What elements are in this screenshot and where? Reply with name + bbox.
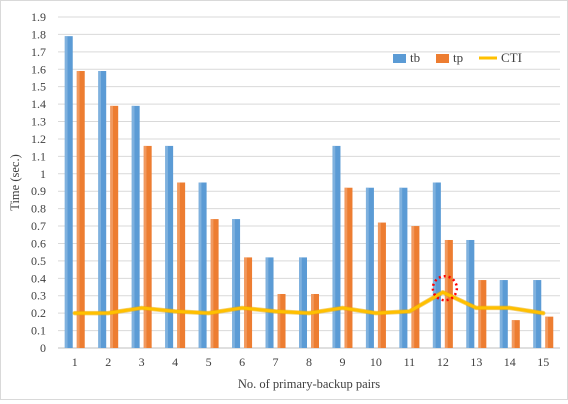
bar-tp xyxy=(478,280,487,348)
y-axis-label: Time (sec.) xyxy=(8,154,22,210)
y-tick-label: 1.2 xyxy=(31,132,46,146)
bar-tp xyxy=(110,105,119,348)
x-tick-label: 7 xyxy=(273,355,279,369)
legend-item-CTI: CTI xyxy=(479,50,522,65)
x-tick-label: 11 xyxy=(404,355,416,369)
bar-tb xyxy=(198,182,207,348)
y-tick-label: 0.4 xyxy=(31,271,46,285)
x-tick-label: 15 xyxy=(537,355,549,369)
x-tick-label: 13 xyxy=(470,355,482,369)
y-tick-label: 0.2 xyxy=(31,306,46,320)
x-tick-label: 2 xyxy=(105,355,111,369)
y-tick-label: 1.5 xyxy=(31,80,46,94)
x-tick-label: 1 xyxy=(72,355,78,369)
x-axis-label: No. of primary-backup pairs xyxy=(238,377,380,391)
bar-tb xyxy=(165,145,174,348)
y-tick-label: 0.8 xyxy=(31,202,46,216)
y-tick-label: 1.3 xyxy=(31,115,46,129)
bar-tb xyxy=(499,280,508,348)
tick-labels: 0 0.1 0.2 0.3 0.4 0.5 0.6 0.7 0.8 0.9 1 1.1 1.2 1.3 1.… xyxy=(31,10,549,369)
x-tick-label: 4 xyxy=(172,355,178,369)
y-tick-label: 0.6 xyxy=(31,236,46,250)
bar-tp xyxy=(511,320,520,348)
bar-tb xyxy=(299,257,307,348)
bar-tp xyxy=(244,257,253,348)
legend-item-tb: tb xyxy=(393,50,420,65)
bar-tp xyxy=(377,222,386,348)
x-tick-label: 3 xyxy=(139,355,145,369)
bar-tp xyxy=(277,293,286,348)
y-tick-label: 1.4 xyxy=(31,97,46,111)
legend: tb tp CTI xyxy=(393,50,522,65)
y-tick-label: 0 xyxy=(40,341,46,355)
bar-tp xyxy=(411,226,420,348)
line-marks xyxy=(72,290,546,316)
y-tick-label: 1.9 xyxy=(31,10,46,24)
x-tick-label: 8 xyxy=(306,355,312,369)
gridlines xyxy=(58,16,560,349)
y-tick-label: 1.7 xyxy=(31,45,46,59)
bar-tb xyxy=(265,257,274,348)
y-tick-label: 1.6 xyxy=(31,62,46,76)
y-tick-label: 1 xyxy=(40,167,46,181)
bar-tp xyxy=(177,182,186,348)
bar-tp xyxy=(344,187,353,348)
bar-tb xyxy=(64,36,73,349)
x-tick-label: 14 xyxy=(504,355,516,369)
bar-tb xyxy=(365,187,374,348)
legend-swatch xyxy=(436,54,449,63)
y-tick-label: 0.3 xyxy=(31,289,46,303)
bar-tb xyxy=(131,105,140,348)
y-tick-label: 1.1 xyxy=(31,149,46,163)
legend-label: tp xyxy=(453,50,463,65)
highlight-circle xyxy=(431,275,459,302)
bar-tb xyxy=(332,145,341,348)
bar-tp xyxy=(143,145,152,348)
legend-swatch xyxy=(393,54,406,63)
y-tick-label: 0.9 xyxy=(31,184,46,198)
legend-label: CTI xyxy=(501,50,522,65)
y-tick-label: 0.1 xyxy=(31,324,46,338)
bar-tb xyxy=(432,182,441,348)
x-tick-label: 12 xyxy=(437,355,449,369)
x-tick-label: 10 xyxy=(370,355,382,369)
bar-tb xyxy=(399,187,408,348)
bar-marks xyxy=(64,36,554,349)
bar-tb xyxy=(466,239,475,348)
bar-tp xyxy=(311,293,319,348)
bar-tp xyxy=(210,219,219,348)
bar-tp xyxy=(76,71,85,349)
bar-tp xyxy=(545,316,554,348)
y-tick-label: 1.8 xyxy=(31,27,46,41)
x-tick-label: 5 xyxy=(206,355,212,369)
bar-tb xyxy=(232,219,241,348)
x-tick-label: 9 xyxy=(339,355,345,369)
legend-label: tb xyxy=(410,50,420,65)
y-tick-label: 0.7 xyxy=(31,219,46,233)
bar-tb xyxy=(98,71,107,349)
y-tick-label: 0.5 xyxy=(31,254,46,268)
annotation-layer xyxy=(431,275,459,302)
legend-item-tp: tp xyxy=(436,50,463,65)
line-CTI xyxy=(73,290,545,315)
x-tick-label: 6 xyxy=(239,355,245,369)
